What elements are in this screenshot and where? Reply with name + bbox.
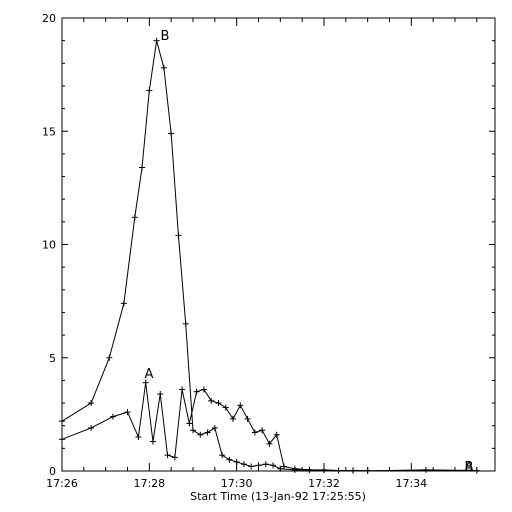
annotation-label-B: B xyxy=(465,460,474,475)
annotation-label-A: A xyxy=(145,367,154,382)
y-tick-label: 5 xyxy=(49,352,56,365)
x-tick-label: 17:32 xyxy=(308,477,340,490)
x-tick-label: 17:30 xyxy=(221,477,253,490)
y-tick-label: 10 xyxy=(42,239,56,252)
series-group xyxy=(59,37,480,474)
axes-group: 0 5 10 15 20 17:26 17:28 17:30 17:32 17:34 xyxy=(42,12,496,490)
x-tick-label: 17:26 xyxy=(46,477,78,490)
series-line-B xyxy=(61,40,368,472)
plot-frame xyxy=(61,17,496,472)
y-tick-label: 15 xyxy=(42,125,56,138)
x-tick-label: 17:28 xyxy=(133,477,165,490)
x-tick-label: 17:34 xyxy=(395,477,427,490)
x-axis-title: Start Time (13-Jan-92 17:25:55) xyxy=(190,490,366,503)
y-tick-label: 0 xyxy=(49,465,56,478)
series-line-A xyxy=(61,382,477,472)
y-tick-label: 20 xyxy=(42,12,56,25)
annotation-label-A: A xyxy=(465,460,474,475)
annotation-label-B: B xyxy=(161,29,170,44)
